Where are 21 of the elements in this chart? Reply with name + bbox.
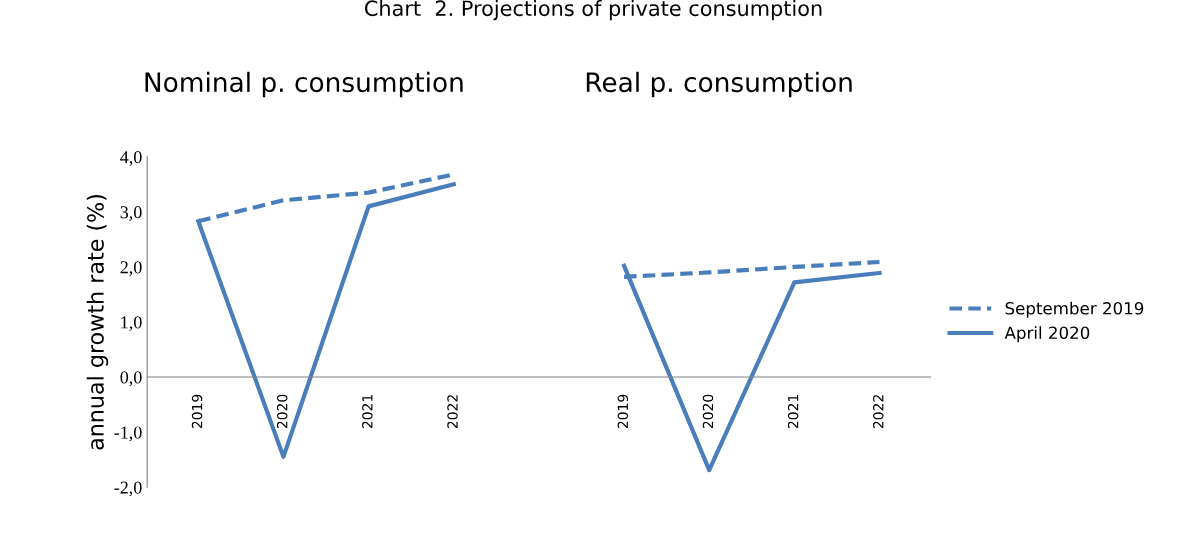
y-tick-label: -1,0 [114,426,142,442]
legend-label: April 2020 [1004,326,1090,343]
x-tick-label: 2021 [362,395,373,429]
text: Nominal p. consumption [145,71,463,98]
y-tick-label: 4,0 [120,151,142,166]
y-tick-label: -2,0 [114,481,142,497]
x-tick-label: 2019 [617,394,629,429]
legend-label: September 2019 [1005,301,1144,318]
text: Real p. consumption [586,71,852,98]
x-tick-label: 2022 [873,395,884,429]
y-tick-label: 3,0 [120,206,142,221]
y-tick-label: 2,0 [120,261,142,276]
x-tick-label: 2019 [191,394,203,429]
y-tick-label: 0,0 [120,371,142,387]
x-tick-label: 2020 [702,394,714,429]
x-tick-label: 2021 [787,395,799,429]
x-tick-label: 2020 [276,394,288,429]
y-axis-title: annual growth rate (%) [86,195,109,450]
x-tick-label: 2022 [447,395,458,429]
y-tick-label: 1,0 [121,316,142,332]
chart-title: Chart 2. Projections of private consumption [365,0,822,21]
